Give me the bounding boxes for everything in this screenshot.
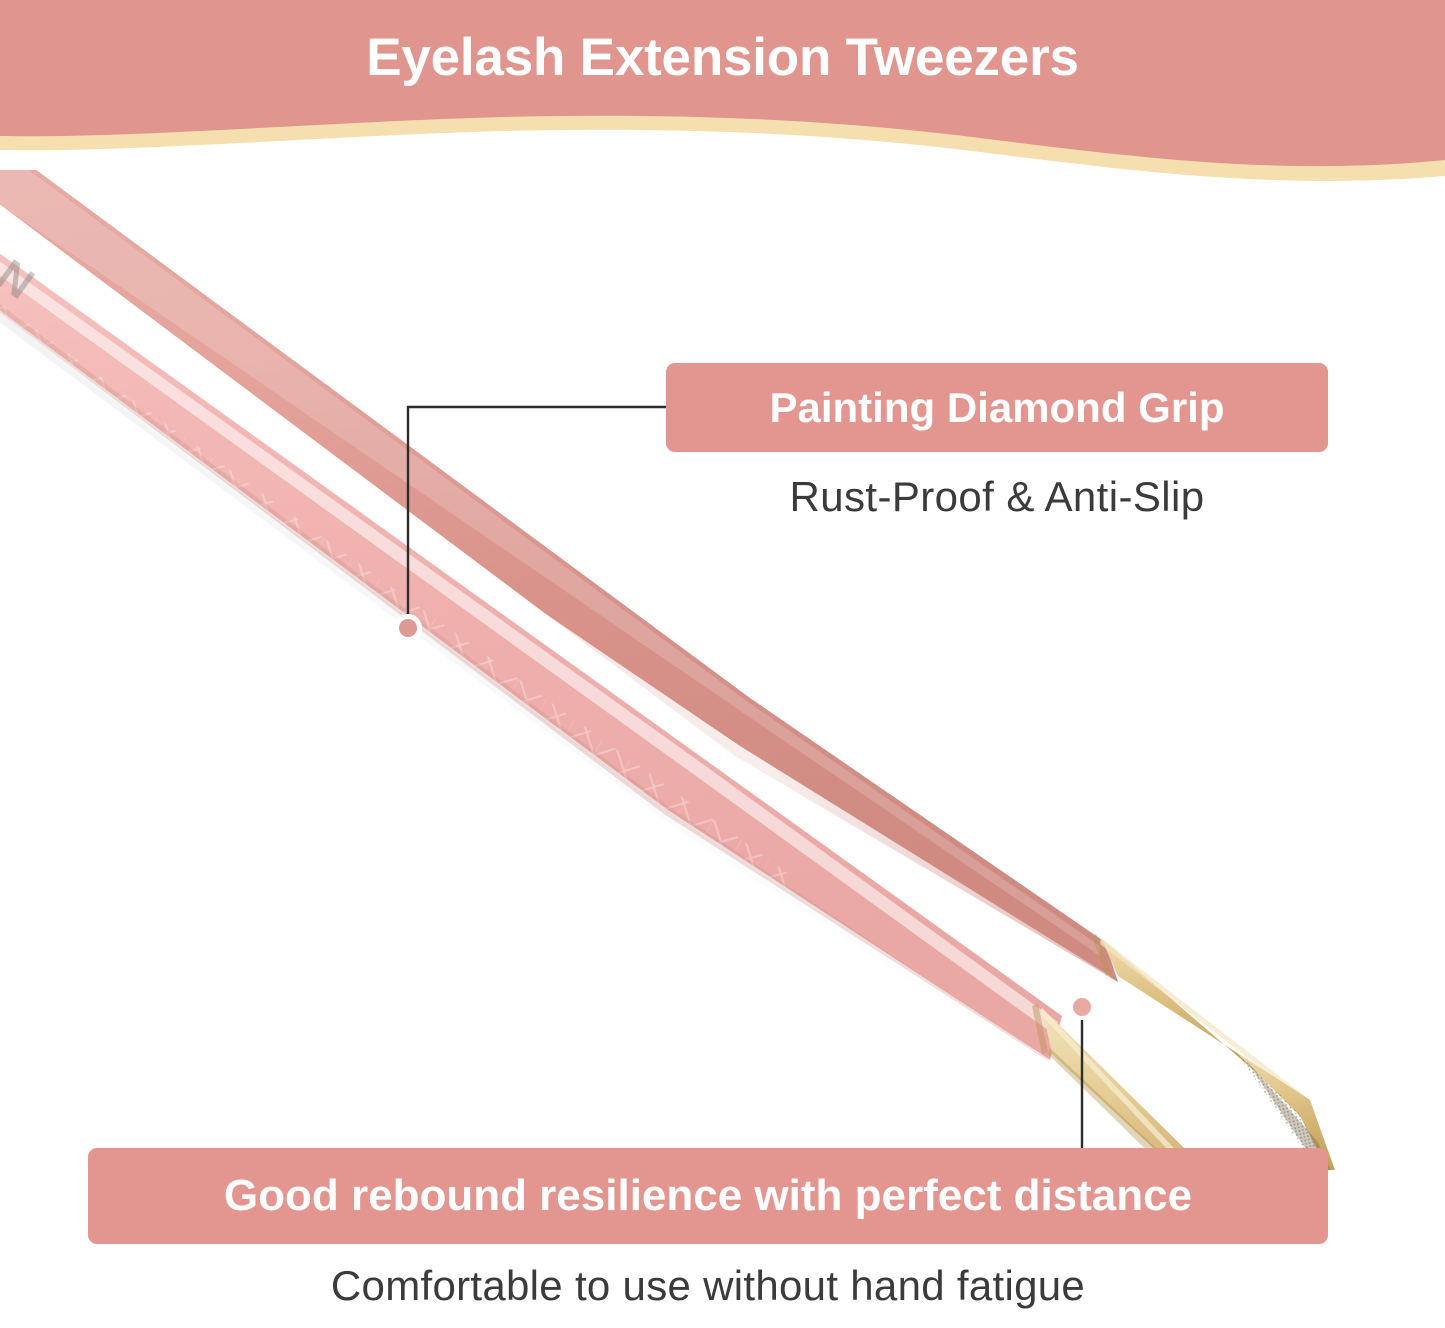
callout-label-text: Good rebound resilience with perfect dis…	[223, 1171, 1193, 1220]
callout-subtitle-comfortable-to-use: Comfortable to use without hand fatigue	[330, 1262, 1086, 1309]
tweezer-arm-lower	[0, 253, 1062, 1062]
wave-banner-pink	[0, 0, 1445, 167]
callout-label-text: Painting Diamond Grip	[769, 383, 1225, 431]
tweezers-illustration: N	[0, 170, 1335, 1170]
callout-subtitle-rust-proof: Rust-Proof & Anti-Slip	[789, 473, 1205, 520]
page-title: Eyelash Extension Tweezers	[366, 28, 1079, 87]
tweezer-arm-upper	[0, 170, 1118, 988]
header-banner: Eyelash Extension Tweezers	[0, 0, 1445, 200]
callout-label-painting-diamond-grip: Painting Diamond Grip	[666, 363, 1328, 452]
callout-label-good-rebound-resilience: Good rebound resilience with perfect dis…	[88, 1148, 1328, 1244]
product-image-tweezers: N	[0, 170, 1445, 1170]
header-banner-wave	[0, 0, 1445, 181]
